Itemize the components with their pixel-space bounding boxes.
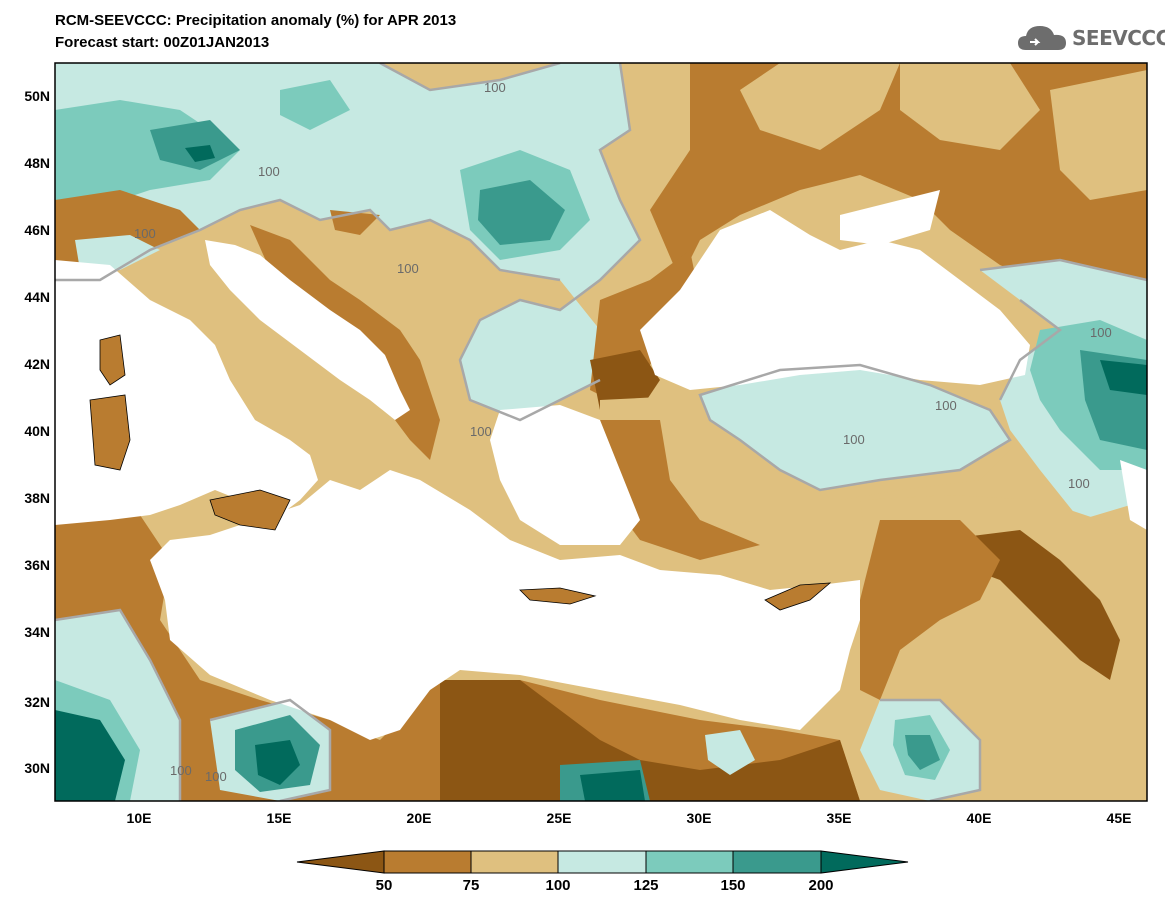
colorbar-tick: 200 [808,877,834,894]
adriatic-sea [205,240,410,420]
cloud-icon [1018,26,1066,50]
lon-tick: 35E [826,810,852,826]
lat-tick: 38N [24,490,50,506]
colorbar-tick: 150 [720,877,746,894]
colorbar-segment [820,850,909,874]
logo-text: SEEVCCC [1072,26,1165,50]
lat-tick: 34N [24,624,50,640]
colorbar-segment [557,850,647,874]
corsica [99,334,126,386]
field-below-50 [590,350,660,410]
colorbar-segment [732,850,822,874]
contour-label: 100 [470,424,492,439]
contour-label: 100 [170,763,192,778]
contour-label: 100 [397,261,419,276]
field-200-plus [185,145,215,162]
lat-tick: 44N [24,289,50,305]
lon-tick: 15E [266,810,292,826]
lon-tick: 10E [126,810,152,826]
contour-label: 100 [843,432,865,447]
forecast-start-subtitle: Forecast start: 00Z01JAN2013 [55,34,270,51]
central-eastern-mediterranean [150,470,860,740]
lon-tick: 25E [546,810,572,826]
contour-label: 100 [1090,325,1112,340]
lat-tick: 42N [24,356,50,372]
crete [519,587,597,605]
colorbar-segment [645,850,734,874]
contour-label: 100 [258,164,280,179]
black-sea [640,210,1030,390]
cyprus [764,582,832,611]
colorbar-tick: 75 [462,877,480,894]
lat-tick: 32N [24,694,50,710]
seevccc-logo: SEEVCCC [1016,20,1165,60]
colorbar-segment [470,850,559,874]
lat-tick: 50N [24,88,50,104]
lon-tick: 45E [1106,810,1132,826]
lat-tick: 46N [24,222,50,238]
contour-label: 100 [935,398,957,413]
islands [89,334,832,611]
colorbar-tick: 125 [633,877,659,894]
lon-tick: 20E [406,810,432,826]
lon-tick: 40E [966,810,992,826]
sardinia [89,394,131,471]
lat-tick: 36N [24,557,50,573]
lat-tick: 48N [24,155,50,171]
colorbar [296,850,909,874]
map-title: RCM-SEEVCCC: Precipitation anomaly (%) f… [55,12,457,29]
lat-tick: 30N [24,760,50,776]
lat-tick: 40N [24,423,50,439]
sea-of-azov [840,190,940,245]
lon-tick: 30E [686,810,712,826]
contour-label: 100 [1068,476,1090,491]
colorbar-segment [296,850,385,874]
colorbar-tick: 100 [545,877,571,894]
sea-mask [55,190,1147,740]
aegean-sea [490,405,640,545]
sicily [209,489,291,531]
contour-label: 100 [134,226,156,241]
contour-100 [55,63,1147,801]
caspian-sea [1120,460,1147,530]
contour-labels: 100 100 100 100 100 100 100 100 100 100 … [134,80,1112,784]
map-frame [54,62,1148,802]
contour-label: 100 [205,769,227,784]
colorbar-tick: 50 [375,877,393,894]
contour-label: 100 [484,80,506,95]
colorbar-segment [383,850,472,874]
